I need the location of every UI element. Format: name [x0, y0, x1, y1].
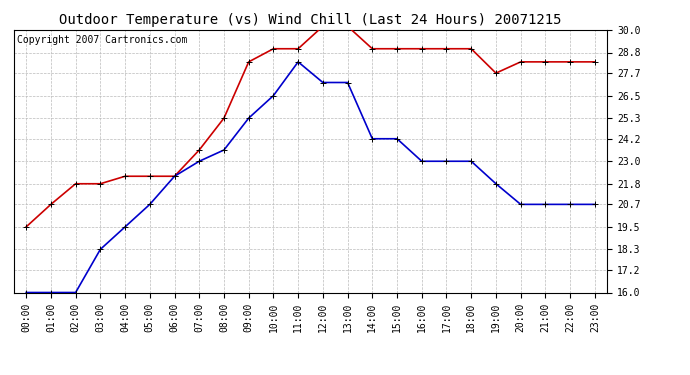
Title: Outdoor Temperature (vs) Wind Chill (Last 24 Hours) 20071215: Outdoor Temperature (vs) Wind Chill (Las…: [59, 13, 562, 27]
Text: Copyright 2007 Cartronics.com: Copyright 2007 Cartronics.com: [17, 35, 187, 45]
